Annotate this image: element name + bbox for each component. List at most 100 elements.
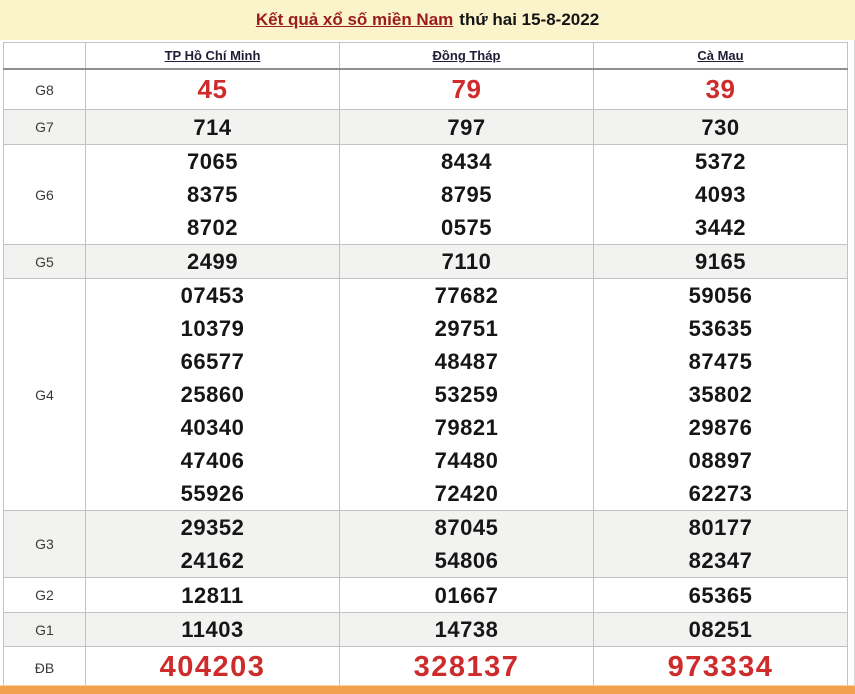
prize-values-cell: 730	[593, 109, 848, 145]
prize-number: 730	[701, 114, 740, 140]
prize-number: 9165	[695, 249, 746, 274]
prize-values-cell: 29352 24162	[85, 510, 340, 578]
prize-values-cell: 11403	[85, 612, 340, 647]
prize-row-g8: G8 45 79 39	[3, 68, 848, 110]
prize-number: 8795	[441, 182, 492, 207]
prize-label: G3	[3, 510, 86, 578]
prize-label: ĐB	[3, 646, 86, 689]
prize-number: 25860	[180, 382, 245, 407]
prize-number: 35802	[688, 382, 753, 407]
prize-number: 53635	[688, 316, 753, 341]
prize-number: 5372	[695, 149, 746, 174]
prize-row-g5: G5 2499 7110 9165	[3, 244, 848, 279]
prize-number: 404203	[159, 651, 266, 683]
prize-values-cell: 77682 29751 48487 53259 79821 74480 72420	[339, 278, 594, 511]
prize-number: 29352	[180, 515, 245, 540]
corner-cell	[3, 42, 86, 70]
prize-values-cell: 08251	[593, 612, 848, 647]
prize-number: 40340	[180, 415, 245, 440]
prize-number: 79	[451, 74, 482, 104]
prize-row-g4: G4 07453 10379 66577 25860 40340 47406 55926 776…	[3, 278, 848, 511]
prize-values-cell: 80177 82347	[593, 510, 848, 578]
prize-row-g7: G7 714 797 730	[3, 109, 848, 145]
prize-number: 66577	[180, 349, 245, 374]
prize-number: 12811	[181, 582, 244, 608]
prize-label: G8	[3, 68, 86, 110]
prize-number: 53259	[434, 382, 499, 407]
title-date: thứ hai 15-8-2022	[459, 10, 600, 29]
prize-number: 54806	[434, 548, 499, 573]
prize-number: 62273	[688, 481, 753, 506]
prize-number: 2499	[187, 249, 238, 274]
prize-row-db: ĐB 404203 328137 973334	[3, 646, 848, 689]
prize-number: 10379	[180, 316, 245, 341]
column-header-tp-ho-chi-minh: TP Hồ Chí Minh	[85, 42, 340, 70]
province-link[interactable]: Đồng Tháp	[432, 48, 501, 63]
prize-values-cell: 65365	[593, 577, 848, 613]
prize-values-cell: 79	[339, 68, 594, 110]
prize-number: 07453	[180, 283, 245, 308]
prize-number: 0575	[441, 215, 492, 240]
prize-number: 72420	[434, 481, 499, 506]
results-table: TP Hồ Chí Minh Đồng Tháp Cà Mau G8 45 79 39…	[3, 42, 848, 689]
prize-number: 65365	[688, 582, 753, 608]
title-link[interactable]: Kết quả xổ số miền Nam	[255, 10, 454, 29]
prize-label: G7	[3, 109, 86, 145]
prize-number: 8434	[441, 149, 492, 174]
province-link[interactable]: Cà Mau	[697, 48, 744, 63]
prize-number: 14738	[434, 617, 499, 642]
bottom-accent-bar	[0, 685, 855, 694]
prize-number: 77682	[434, 283, 499, 308]
column-header-ca-mau: Cà Mau	[593, 42, 848, 70]
prize-number: 3442	[695, 215, 746, 240]
prize-number: 29876	[688, 415, 753, 440]
prize-values-cell: 59056 53635 87475 35802 29876 08897 62273	[593, 278, 848, 511]
prize-values-cell: 973334	[593, 646, 848, 689]
prize-number: 7110	[441, 249, 492, 274]
prize-number: 11403	[181, 617, 244, 642]
prize-row-g1: G1 11403 14738 08251	[3, 612, 848, 647]
results-table-wrap: TP Hồ Chí Minh Đồng Tháp Cà Mau G8 45 79 39…	[3, 42, 855, 689]
prize-values-cell: 2499	[85, 244, 340, 279]
prize-number: 87045	[434, 515, 499, 540]
prize-number: 24162	[180, 548, 245, 573]
prize-number: 47406	[180, 448, 245, 473]
prize-values-cell: 8434 8795 0575	[339, 144, 594, 245]
prize-values-cell: 12811	[85, 577, 340, 613]
prize-number: 80177	[688, 515, 753, 540]
province-link[interactable]: TP Hồ Chí Minh	[164, 48, 261, 63]
prize-values-cell: 404203	[85, 646, 340, 689]
prize-number: 39	[705, 74, 736, 104]
page-title: Kết quả xổ số miền Nam thứ hai 15-8-2022	[256, 10, 599, 30]
prize-number: 48487	[434, 349, 499, 374]
prize-number: 45	[197, 74, 228, 104]
prize-number: 8375	[187, 182, 238, 207]
prize-values-cell: 14738	[339, 612, 594, 647]
prize-number: 7065	[187, 149, 238, 174]
prize-number: 797	[447, 114, 486, 140]
prize-values-cell: 797	[339, 109, 594, 145]
prize-row-g6: G6 7065 8375 8702 8434 8795 0575 5372 4093 3442	[3, 144, 848, 245]
prize-number: 87475	[688, 349, 753, 374]
prize-values-cell: 07453 10379 66577 25860 40340 47406 55926	[85, 278, 340, 511]
prize-number: 08251	[688, 617, 753, 642]
prize-label: G4	[3, 278, 86, 511]
prize-label: G2	[3, 577, 86, 613]
results-table-body: G8 45 79 39 G7 714 797 730 G6 7065 8375 8702 8434 879…	[3, 68, 848, 689]
prize-values-cell: 87045 54806	[339, 510, 594, 578]
prize-label: G5	[3, 244, 86, 279]
header-row: TP Hồ Chí Minh Đồng Tháp Cà Mau	[3, 42, 848, 70]
prize-number: 29751	[434, 316, 499, 341]
prize-number: 8702	[187, 215, 238, 240]
prize-number: 74480	[434, 448, 499, 473]
prize-number: 714	[193, 114, 232, 140]
prize-number: 79821	[434, 415, 499, 440]
prize-values-cell: 7065 8375 8702	[85, 144, 340, 245]
prize-number: 328137	[413, 651, 520, 683]
prize-number: 08897	[688, 448, 753, 473]
prize-values-cell: 01667	[339, 577, 594, 613]
prize-values-cell: 7110	[339, 244, 594, 279]
prize-values-cell: 328137	[339, 646, 594, 689]
prize-values-cell: 9165	[593, 244, 848, 279]
prize-number: 4093	[695, 182, 746, 207]
